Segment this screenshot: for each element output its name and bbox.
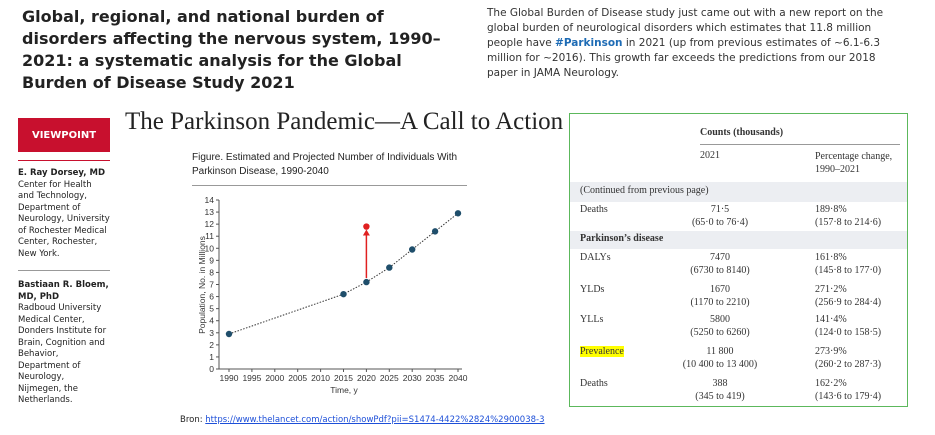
y-tick-label: 6 — [209, 292, 214, 302]
author-name: Bastiaan R. Bloem, MD, PhD — [18, 280, 109, 302]
arrow-head — [362, 229, 370, 236]
point — [363, 223, 370, 230]
row-label: Deaths — [580, 378, 608, 389]
author: E. Ray Dorsey, MD Center for Health and T… — [18, 168, 110, 260]
source-link[interactable]: https://www.thelancet.com/action/showPdf… — [205, 415, 545, 425]
count: 71·5 — [710, 204, 730, 215]
x-tick-label: 2000 — [265, 373, 284, 383]
point — [431, 228, 439, 235]
x-tick-label: 2020 — [357, 373, 376, 383]
y-tick-label: 13 — [205, 207, 215, 217]
count: 5800 — [710, 314, 730, 325]
row-label: YLDs — [580, 284, 605, 295]
pct-change: 141·4% — [815, 314, 847, 325]
pct-ci: (124·0 to 158·5) — [815, 327, 882, 338]
table-group-header: Counts (thousands) — [700, 127, 784, 138]
count-ci: (6730 to 8140) — [690, 265, 750, 276]
row-label: Deaths — [580, 204, 608, 215]
point — [409, 246, 416, 253]
affiliation: Radboud University Medical Center, Donde… — [18, 303, 107, 405]
pct-ci: (157·8 to 214·6) — [815, 217, 882, 228]
x-tick-label: 2025 — [380, 373, 399, 383]
table-section: Parkinson’s disease — [580, 233, 664, 244]
y-tick-label: 2 — [209, 340, 214, 350]
y-tick-label: 5 — [209, 304, 214, 314]
author-name: E. Ray Dorsey, MD — [18, 168, 106, 178]
source-label: Bron: — [180, 415, 206, 425]
y-tick-label: 10 — [205, 243, 215, 253]
y-tick-label: 7 — [209, 280, 214, 290]
rule — [700, 144, 900, 145]
point — [340, 290, 347, 298]
hashtag[interactable]: #Parkinson — [555, 37, 623, 49]
count: 7470 — [710, 252, 730, 263]
table-note: (Continued from previous page) — [580, 185, 709, 196]
pct-change: 271·2% — [815, 284, 847, 295]
y-tick-label: 3 — [209, 328, 214, 338]
y-tick-label: 8 — [209, 267, 214, 277]
point — [454, 210, 462, 217]
y-tick-label: 11 — [205, 231, 214, 241]
count: 388 — [712, 378, 728, 389]
x-tick-label: 2015 — [334, 373, 353, 383]
badge: VIEWPOINT — [18, 118, 110, 152]
figure-caption: Figure. Estimated and Projected Number o… — [192, 152, 458, 177]
pct-ci: (145·8 to 177·0) — [815, 265, 882, 276]
count: 1670 — [710, 284, 730, 295]
count-ci: (5250 to 6260) — [690, 327, 750, 338]
pct-ci: (260·2 to 287·3) — [815, 359, 882, 370]
x-tick-label: 2005 — [288, 373, 307, 383]
table-header: Percentage change, 1990–2021 — [815, 151, 893, 175]
row-label: DALYs — [580, 252, 611, 263]
pct-change: 189·8% — [815, 204, 847, 215]
author: Bastiaan R. Bloem, MD, PhD Radboud Univer… — [18, 280, 110, 407]
count-ci: (345 to 419) — [695, 391, 745, 402]
x-tick-label: 1995 — [242, 373, 261, 383]
pct-change: 161·8% — [815, 252, 847, 263]
post-text-part: The Global Burden of Disease study just … — [487, 7, 884, 49]
pct-ci: (143·6 to 179·4) — [815, 391, 882, 402]
count-ci: (10 400 to 13 400) — [682, 359, 758, 370]
headline: Global, regional, and national burden of… — [22, 7, 441, 92]
table: Counts (thousands) 2021 Percentage chang… — [569, 113, 908, 407]
y-tick-label: 12 — [205, 219, 215, 229]
rule — [18, 270, 110, 271]
affiliation: Center for Health and Technology, Depart… — [18, 179, 110, 259]
x-tick-label: 2010 — [311, 373, 330, 383]
band — [570, 182, 907, 202]
band — [570, 231, 907, 249]
count: 11 800 — [706, 346, 734, 357]
x-tick-label: 2035 — [426, 373, 445, 383]
pct-ci: (256·9 to 284·4) — [815, 297, 882, 308]
y-tick-label: 14 — [205, 195, 215, 205]
y-tick-label: 9 — [209, 255, 214, 265]
post-text-part: in 2021 (up from previous estimates of ~… — [487, 37, 881, 79]
x-axis-label: Time, y — [330, 385, 358, 395]
row-label: Prevalence — [580, 346, 624, 357]
source: Bron: https://www.thelancet.com/action/s… — [180, 415, 545, 425]
y-tick-label: 4 — [209, 316, 214, 326]
count-ci: (1170 to 2210) — [690, 297, 750, 308]
article-title: The Parkinson Pandemic—A Call to Action — [125, 108, 564, 135]
y-tick-label: 0 — [209, 364, 214, 374]
pct-change: 273·9% — [815, 346, 847, 357]
y-axis-label: Population, No. in Millions — [197, 236, 207, 334]
table-header: 2021 — [700, 150, 720, 161]
point — [386, 264, 393, 271]
trend-line — [228, 212, 459, 335]
point — [363, 278, 370, 286]
count-ci: (65·0 to 76·4) — [691, 217, 749, 228]
rule — [192, 185, 467, 186]
post-text: The Global Burden of Disease study just … — [487, 6, 907, 81]
rule — [18, 160, 110, 161]
x-tick-label: 2040 — [449, 373, 468, 383]
x-tick-label: 2030 — [403, 373, 422, 383]
point — [225, 330, 233, 338]
x-tick-label: 1990 — [220, 373, 239, 383]
pct-change: 162·2% — [815, 378, 847, 389]
row-label: YLLs — [580, 314, 604, 325]
y-tick-label: 1 — [209, 352, 214, 362]
